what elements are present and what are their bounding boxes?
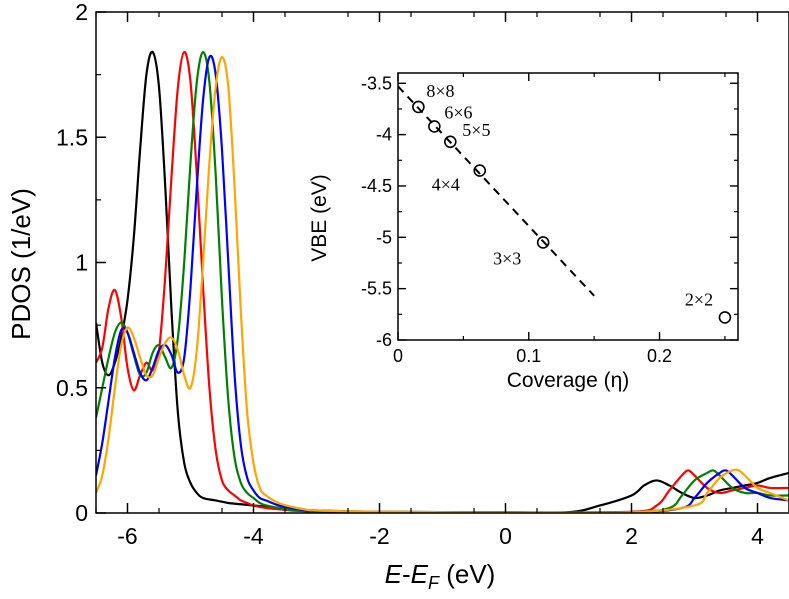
main-x-tick-label: 2 — [625, 523, 638, 549]
pdos-series-line-1 — [96, 51, 789, 513]
inset-data-point — [473, 164, 487, 177]
inset-data-point — [428, 120, 441, 133]
inset-y-tick-label: -6 — [376, 330, 392, 350]
inset-point-label: 4×4 — [432, 175, 460, 195]
inset-data-point — [444, 135, 457, 149]
x-label-E2: E — [411, 559, 429, 589]
pdos-series-line-0 — [96, 50, 789, 513]
inset-data-point — [536, 236, 550, 249]
inset-point-label: 2×2 — [685, 289, 713, 309]
inset-fit-line — [397, 85, 595, 297]
x-label-dash: - — [402, 559, 411, 589]
x-label-E: E — [385, 559, 403, 589]
main-x-tick-label: -2 — [369, 523, 389, 549]
inset-y-tick-label: -4.5 — [361, 176, 392, 196]
inset-plot-frame — [397, 72, 739, 341]
inset-x-axis-label: Coverage (η) — [507, 369, 630, 392]
inset-y-tick-label: -4 — [376, 125, 392, 145]
inset-y-axis-label: VBE (eV) — [308, 174, 331, 262]
inset-y-tick-label: -3.5 — [361, 73, 392, 93]
inset-y-tick-label: -5.5 — [361, 279, 392, 299]
x-label-subscript: F — [428, 573, 440, 593]
inset-data-point — [412, 100, 425, 114]
main-y-tick-label: 1 — [75, 250, 88, 276]
axis-labels: PDOS (1/eV) E-EF (eV) VBE (eV) Coverage … — [6, 174, 629, 593]
pdos-series-line-4 — [96, 55, 789, 513]
main-y-tick-label: 1.5 — [56, 124, 88, 150]
inset-point-label: 5×5 — [462, 120, 490, 140]
inset-point-label: 3×3 — [493, 248, 521, 268]
main-y-tick-label: 0 — [75, 500, 88, 526]
main-x-tick-label: 4 — [751, 523, 764, 549]
pdos-series-line-3 — [96, 54, 789, 513]
main-y-tick-label: 0.5 — [56, 375, 88, 401]
inset-x-tick-label: 0.1 — [516, 346, 541, 366]
main-plot: -6 -4 -2 0 2 4 0 0.5 1 1.5 2 — [56, 0, 789, 549]
main-x-tick-label: -4 — [243, 523, 264, 549]
main-series-group — [96, 50, 789, 513]
main-x-tick-label: 0 — [499, 523, 512, 549]
main-x-axis-label: E-EF (eV) — [385, 559, 496, 593]
inset-y-tick-label: -5 — [376, 227, 392, 247]
inset-x-tick-label: 0.2 — [647, 346, 672, 366]
inset-data-point — [718, 311, 732, 324]
main-y-tick-label: 2 — [75, 0, 88, 25]
inset-point-label: 6×6 — [444, 102, 472, 122]
inset-x-tick-label: 0 — [393, 346, 403, 366]
inset-plot: 8×86×65×5 4×4 3×3 2×2 0 0.1 0.2 -3.5 -4 -4.5 -5 -5.… — [361, 72, 739, 366]
main-y-axis-label: PDOS (1/eV) — [6, 188, 36, 340]
x-label-unit: (eV) — [439, 559, 495, 589]
inset-point-label: 8×8 — [426, 81, 454, 101]
main-x-tick-label: -6 — [117, 523, 137, 549]
